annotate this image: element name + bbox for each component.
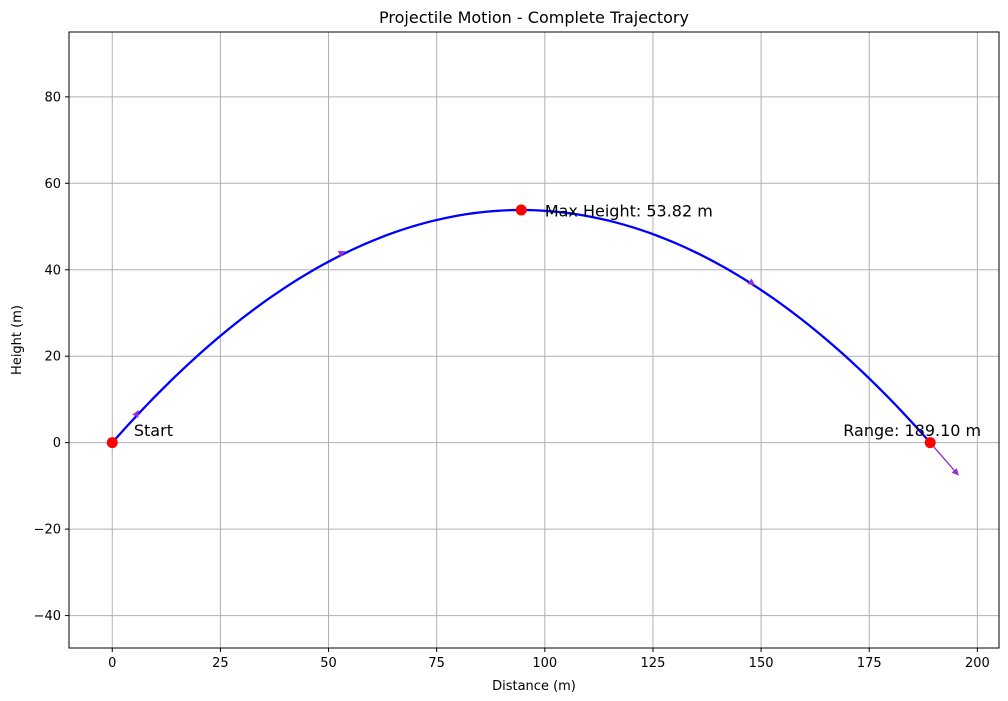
range-annotation: Range: 189.10 m [843,421,981,440]
annotations: Start Max Height: 53.82 m Range: 189.10 m [134,202,981,441]
grid [69,32,999,648]
velocity-arrow [747,278,756,286]
plot-frame [68,31,1000,649]
trajectory-line [111,208,932,444]
velocity-arrow [929,442,959,476]
x-axis: 0 25 50 75 100 125 150 175 200 [108,648,990,671]
y-axis: −40 −20 0 20 40 60 80 [34,90,69,624]
velocity-arrows [132,250,959,476]
start-annotation: Start [134,421,173,440]
markers [106,204,936,449]
x-tick-label: 75 [428,656,445,671]
max-height-marker [515,204,527,216]
x-tick-label: 125 [641,656,666,671]
x-tick-label: 50 [320,656,337,671]
range-marker [924,437,936,449]
x-tick-label: 25 [212,656,229,671]
y-tick-label: 20 [44,350,61,365]
velocity-arrow [337,250,346,258]
x-tick-label: 150 [749,656,774,671]
x-tick-label: 0 [108,656,116,671]
chart-title: Projectile Motion - Complete Trajectory [379,8,689,27]
y-tick-label: 80 [44,90,61,105]
y-axis-label: Height (m) [10,305,25,375]
y-tick-label: −40 [34,609,61,624]
x-axis-label: Distance (m) [492,679,576,694]
start-marker [106,437,118,449]
x-tick-label: 200 [965,656,990,671]
y-tick-label: 0 [53,436,61,451]
velocity-arrow [132,410,139,418]
x-tick-label: 100 [532,656,557,671]
y-tick-label: −20 [34,523,61,538]
max-height-annotation: Max Height: 53.82 m [545,202,713,221]
y-tick-label: 60 [44,177,61,192]
series-layer [111,208,932,444]
x-tick-label: 175 [857,656,882,671]
y-tick-label: 40 [44,263,61,278]
